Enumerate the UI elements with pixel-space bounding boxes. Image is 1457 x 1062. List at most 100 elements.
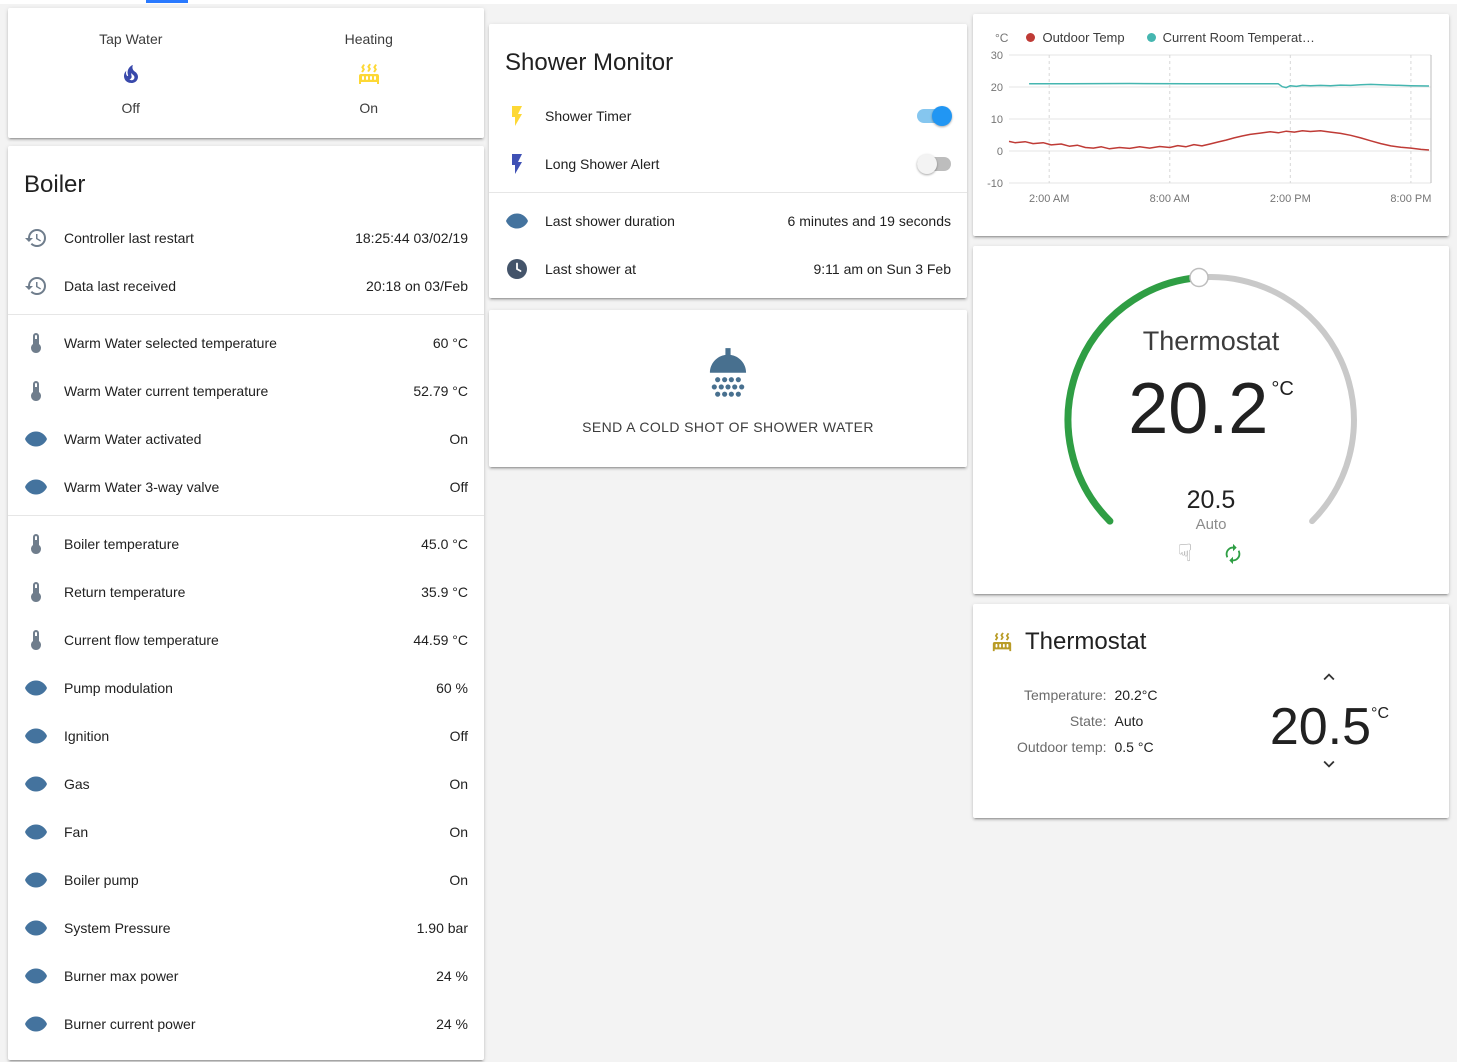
glance-item-state: Off [121,99,140,116]
entity-label: Burner current power [64,1016,196,1032]
entity-label: Pump modulation [64,680,173,696]
thermometer-icon [24,379,48,403]
svg-text:2:00 AM: 2:00 AM [1029,193,1069,205]
dial-unit: °C [1271,378,1294,400]
entity-row-shower-timer[interactable]: Shower Timer [489,92,967,140]
entity-value: 9:11 am on Sun 3 Feb [813,261,952,277]
entity-row-long-shower-alert[interactable]: Long Shower Alert [489,140,967,188]
thermostat-dial-card: Thermostat 20.2 °C 20.5 Auto ☟ [973,246,1449,594]
attribute-label: State: [1069,712,1107,729]
entity-row-warm-water-activated[interactable]: Warm Water activated On [8,415,484,463]
entity-row-last-shower-duration[interactable]: Last shower duration 6 minutes and 19 sec… [489,197,967,245]
entity-value: 24 % [436,1016,468,1032]
entity-label: Return temperature [64,584,186,600]
entity-label: Long Shower Alert [545,156,660,172]
entity-value: 24 % [436,968,468,984]
legend-dot [1146,33,1156,42]
divider [489,192,967,193]
entity-row-gas[interactable]: Gas On [8,760,484,808]
entity-label: Warm Water activated [64,431,202,447]
divider [8,515,484,516]
legend-item-current-room-temperat[interactable]: Current Room Temperat… [1146,30,1315,45]
attribute-value: Auto [1114,712,1144,729]
entity-row-last-shower-at[interactable]: Last shower at 9:11 am on Sun 3 Feb [489,245,967,293]
entity-label: Burner max power [64,968,179,984]
glance-card: Tap Water Off Heating On [8,8,484,138]
manual-mode-icon[interactable]: ☟ [1177,540,1193,567]
svg-text:2:00 PM: 2:00 PM [1270,193,1311,205]
dial-title: Thermostat [1142,326,1280,356]
entity-value: 52.79 °C [413,383,468,399]
chart-legend: °C Outdoor Temp Current Room Temperat… [973,14,1449,47]
eye-icon [24,868,48,892]
entity-label: Boiler temperature [64,536,180,552]
entity-row-ignition[interactable]: Ignition Off [8,712,484,760]
entity-label: Fan [64,824,89,840]
entity-value: On [449,431,468,447]
entity-row-boiler-temperature[interactable]: Boiler temperature 45.0 °C [8,520,484,568]
svg-text:8:00 PM: 8:00 PM [1390,193,1431,205]
target-temperature-control: 20.5°C [1270,666,1389,775]
auto-mode-icon[interactable] [1222,543,1244,565]
shower-cold-shot-label: SEND A COLD SHOT OF SHOWER WATER [582,418,874,435]
entity-value: Off [449,479,468,495]
entity-row-data-last-received[interactable]: Data last received 20:18 on 03/Feb [8,262,484,310]
entity-row-pump-modulation[interactable]: Pump modulation 60 % [8,664,484,712]
entity-label: Last shower at [545,261,637,277]
entity-label: Current flow temperature [64,632,219,648]
entity-row-system-pressure[interactable]: System Pressure 1.90 bar [8,904,484,952]
radiator-icon [991,631,1013,653]
entity-row-burner-current-power[interactable]: Burner current power 24 % [8,1000,484,1048]
thermostat-card-header: Thermostat [973,604,1449,660]
eye-icon [24,475,48,499]
entity-value: 60 °C [432,335,468,351]
entity-row-fan[interactable]: Fan On [8,808,484,856]
legend-label: Outdoor Temp [1042,30,1125,45]
decrease-temperature-button[interactable] [1315,753,1343,775]
glance-item-name: Tap Water [99,30,163,47]
entity-label: Data last received [64,278,177,294]
entity-label: Warm Water 3-way valve [64,479,220,495]
shower-monitor-title: Shower Monitor [505,49,674,76]
thermostat-card-body: Temperature: 20.2°C State: Auto Outdoor temp… [973,660,1449,775]
entity-value: 18:25:44 03/02/19 [355,230,468,246]
entity-label: Warm Water current temperature [64,383,269,399]
dial-handle[interactable] [1189,267,1209,288]
dial-mode-buttons: ☟ [973,542,1449,566]
glance-item-heating[interactable]: Heating On [345,31,393,116]
entity-row-warm-water-current-temperature[interactable]: Warm Water current temperature 52.79 °C [8,367,484,415]
thermometer-icon [24,331,48,355]
legend-item-outdoor-temp[interactable]: Outdoor Temp [1026,30,1125,45]
dial-target-temperature[interactable]: 20.5 [1186,486,1236,514]
svg-text:30: 30 [991,50,1003,62]
entity-value: Off [449,728,468,744]
entity-row-current-flow-temperature[interactable]: Current flow temperature 44.59 °C [8,616,484,664]
shower-cold-shot-button[interactable]: SEND A COLD SHOT OF SHOWER WATER [489,310,967,467]
thermometer-icon [24,628,48,652]
svg-text:10: 10 [991,114,1003,126]
entity-label: Boiler pump [64,872,139,888]
eye-icon [24,964,48,988]
thermostat-card-title: Thermostat [1025,628,1147,655]
attribute-value: 20.2°C [1114,686,1158,703]
history-icon [24,226,48,250]
entity-row-return-temperature[interactable]: Return temperature 35.9 °C [8,568,484,616]
eye-icon [24,676,48,700]
entity-value: 20:18 on 03/Feb [366,278,468,294]
thermometer-icon [24,532,48,556]
entity-row-controller-last-restart[interactable]: Controller last restart 18:25:44 03/02/19 [8,214,484,262]
toggle-shower-timer[interactable] [917,106,952,126]
dial-current-temperature: 20.2 °C [973,368,1449,450]
entity-value: 44.59 °C [413,632,468,648]
entity-row-boiler-pump[interactable]: Boiler pump On [8,856,484,904]
eye-icon [24,1012,48,1036]
increase-temperature-button[interactable] [1315,666,1343,688]
glance-item-tap-water[interactable]: Tap Water Off [99,31,162,116]
thermostat-card: Thermostat Temperature: 20.2°C State: Auto O… [973,604,1449,818]
entity-row-warm-water-3-way-valve[interactable]: Warm Water 3-way valve Off [8,463,484,511]
entity-row-warm-water-selected-temperature[interactable]: Warm Water selected temperature 60 °C [8,319,484,367]
attribute-value: 0.5 °C [1114,738,1154,755]
active-tab-indicator[interactable] [146,0,188,3]
entity-row-burner-max-power[interactable]: Burner max power 24 % [8,952,484,1000]
toggle-long-shower-alert[interactable] [917,154,951,174]
